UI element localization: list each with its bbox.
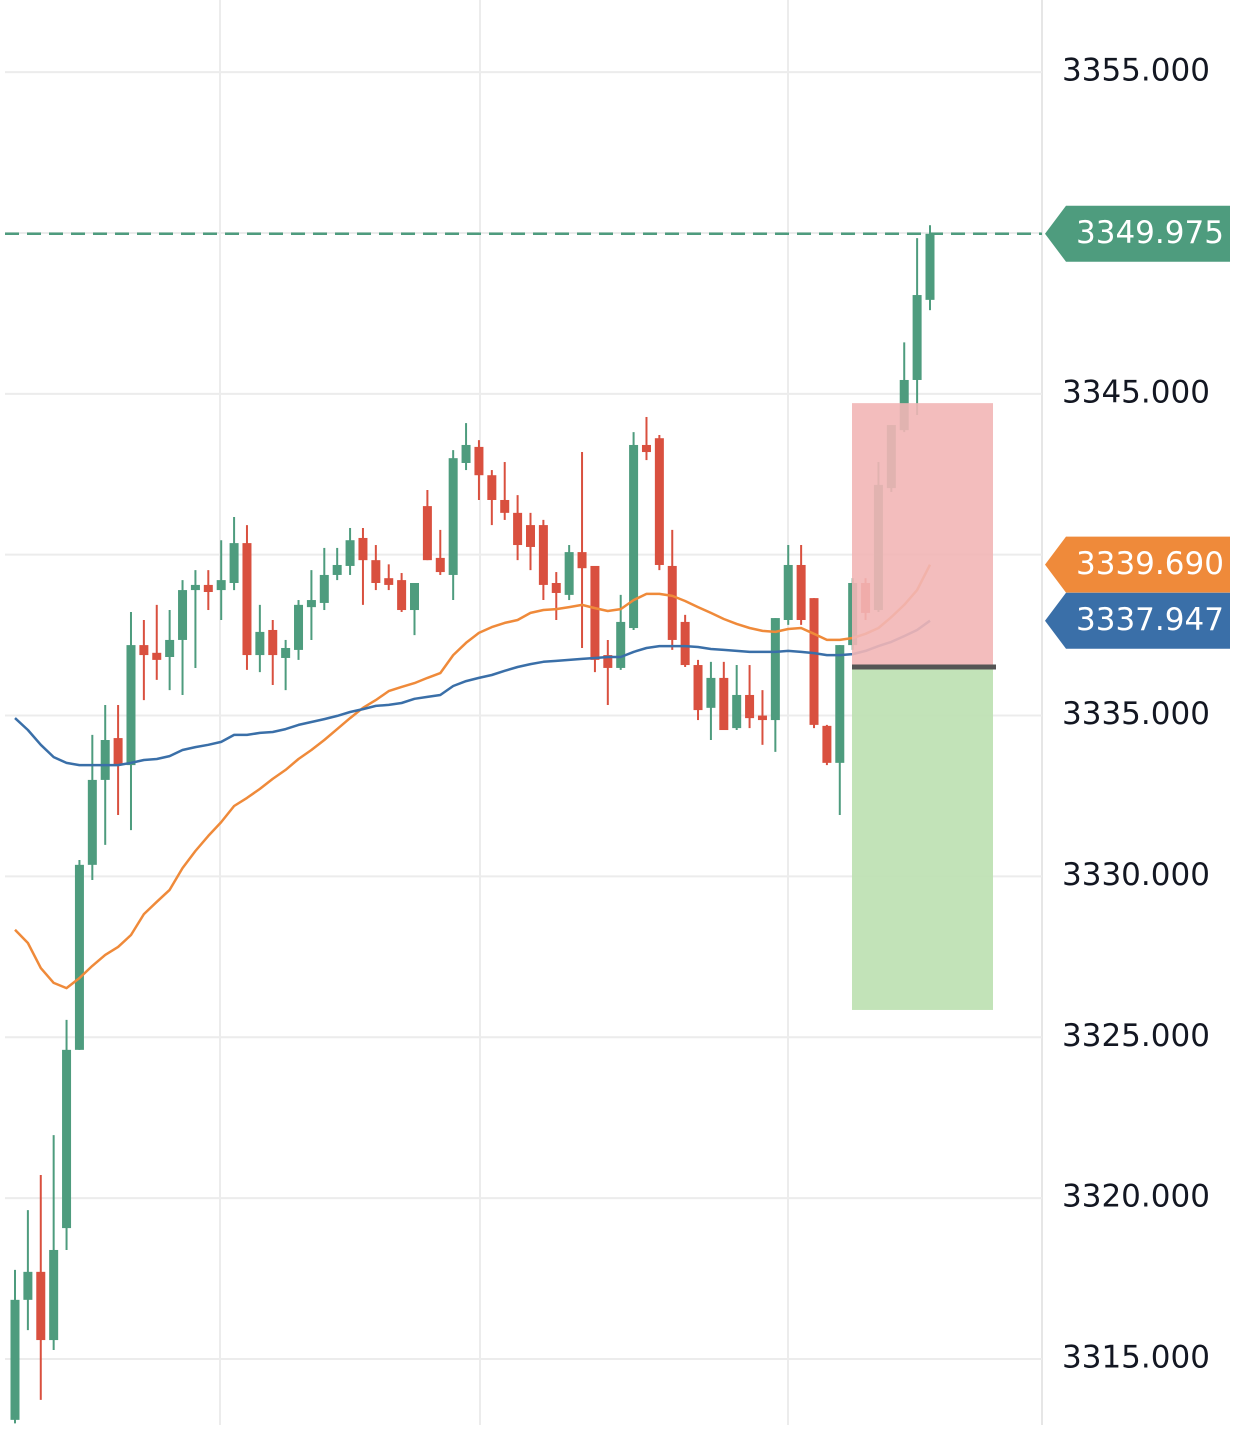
candle-body	[474, 446, 484, 476]
y-tick-label: 3325.000	[1062, 1018, 1210, 1054]
candle-body	[242, 543, 252, 656]
candle-body	[190, 584, 200, 591]
candle-body	[332, 564, 342, 575]
candle-body	[100, 740, 110, 780]
candle-body	[10, 1299, 20, 1420]
candle-body	[513, 512, 523, 546]
candle-body	[319, 574, 329, 603]
candle-body	[500, 499, 510, 513]
candle-body	[693, 665, 703, 711]
candle-body	[255, 631, 265, 656]
candle-body	[229, 543, 239, 583]
y-tick-label: 3335.000	[1062, 696, 1210, 732]
candle-body	[783, 564, 793, 620]
candle-body	[126, 645, 136, 766]
candle-body	[203, 584, 213, 593]
candle-body	[564, 552, 574, 595]
candle-body	[654, 438, 664, 565]
candle-body	[809, 598, 819, 725]
candle-body	[358, 537, 368, 561]
candle-body	[216, 580, 226, 591]
candle-body	[461, 444, 471, 463]
y-tick-label: 3315.000	[1062, 1340, 1210, 1376]
price-tag	[1045, 205, 1230, 262]
candle-body	[410, 582, 420, 611]
candle-body	[165, 639, 175, 657]
candle-body	[538, 525, 548, 585]
candle-body	[796, 564, 806, 620]
candle-body	[345, 540, 355, 566]
candle-body	[835, 645, 845, 763]
candle-body	[590, 565, 600, 660]
candle-body	[139, 645, 149, 656]
candle-body	[281, 647, 291, 658]
y-tick-label: 3330.000	[1062, 857, 1210, 893]
price-tag	[1045, 536, 1230, 593]
stop-zone	[852, 403, 993, 667]
candle-body	[87, 779, 97, 865]
candle-body	[23, 1271, 33, 1300]
candle-body	[577, 552, 587, 569]
candle-body	[36, 1271, 46, 1341]
candle-body	[294, 604, 304, 650]
candle-body	[397, 580, 407, 611]
target-zone	[852, 666, 993, 1010]
candle-body	[616, 621, 626, 668]
candle-body	[49, 1249, 59, 1341]
candle-body	[422, 506, 432, 561]
moving-average-line	[14, 564, 932, 990]
candle-body	[268, 629, 278, 656]
candle-body	[925, 233, 935, 300]
moving-average-line	[14, 619, 931, 767]
candle-body	[178, 590, 188, 640]
candle-body	[435, 557, 445, 573]
candle-body	[822, 725, 832, 763]
candle-body	[525, 525, 535, 547]
y-tick-label: 3320.000	[1062, 1179, 1210, 1215]
candle-body	[74, 864, 84, 1050]
candle-body	[603, 655, 613, 668]
candle-body	[680, 621, 690, 666]
price-tag	[1045, 592, 1230, 649]
candle-body	[641, 444, 651, 453]
candle-body	[629, 444, 639, 629]
candle-body	[719, 677, 729, 731]
candle-body	[912, 295, 922, 380]
price-tag-label: 3349.975	[1076, 215, 1224, 251]
candle-body	[487, 475, 497, 500]
y-tick-label: 3355.000	[1062, 53, 1210, 89]
time-grid	[219, 0, 1043, 1425]
candle-body	[113, 738, 123, 766]
candles	[10, 225, 935, 1424]
y-tick-label: 3345.000	[1062, 374, 1210, 410]
price-tag-label: 3339.690	[1076, 546, 1224, 582]
price-tag-label: 3337.947	[1076, 602, 1224, 638]
candle-body	[371, 560, 381, 583]
candle-body	[448, 458, 458, 575]
candle-body	[384, 578, 394, 585]
candle-body	[757, 715, 767, 721]
candle-body	[770, 618, 780, 721]
candle-body	[745, 694, 755, 719]
candle-body	[306, 600, 316, 608]
candle-body	[706, 677, 716, 708]
candle-body	[551, 582, 561, 593]
candle-body	[152, 652, 162, 660]
candle-body	[62, 1049, 72, 1229]
candle-body	[732, 694, 742, 729]
candle-body	[667, 565, 677, 640]
